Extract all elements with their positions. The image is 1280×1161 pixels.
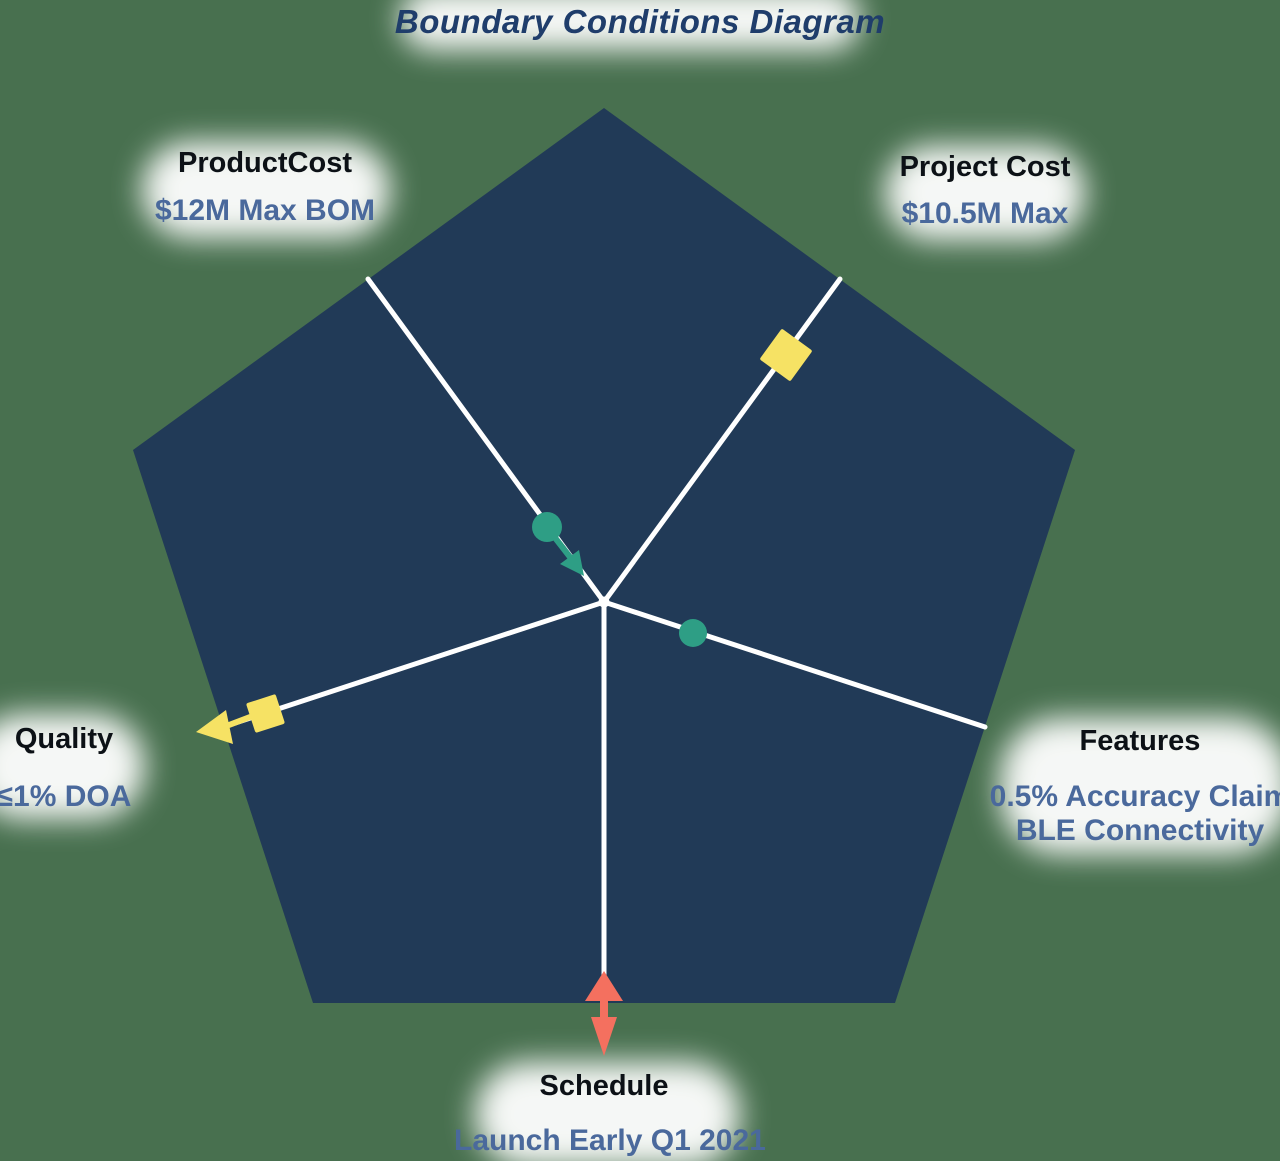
axis-label-project-cost: Project Cost $10.5M Max — [850, 150, 1120, 231]
title-halo — [400, 0, 860, 50]
yellow-square-marker-project-cost — [760, 329, 812, 381]
red-arrow-down-head-icon — [591, 1017, 617, 1056]
pentagon-shape — [133, 108, 1075, 1003]
product-cost-value: $12M Max BOM — [154, 194, 376, 227]
features-label: Features — [1079, 725, 1201, 757]
teal-circle-marker-features — [679, 619, 707, 647]
axis-line-project-cost — [601, 276, 843, 605]
schedule-label: Schedule — [539, 1070, 669, 1102]
yellow-arrow-stem — [226, 714, 253, 728]
features-value-1: 0.5% Accuracy Claim — [989, 780, 1280, 813]
project-cost-label-halo — [885, 146, 1085, 240]
axis-label-features: Features 0.5% Accuracy Claim BLE Connect… — [987, 724, 1280, 848]
schedule-value: Launch Early Q1 2021 — [454, 1124, 766, 1157]
quality-label-halo — [0, 714, 145, 819]
teal-arrow-head-icon — [560, 550, 584, 576]
schedule-label-halo — [475, 1062, 740, 1161]
red-arrow-up-head-icon — [585, 971, 623, 1001]
yellow-square-marker-quality — [246, 694, 285, 733]
teal-arrow-stem — [553, 536, 573, 560]
axis-label-quality: Quality ≤1% DOA — [0, 722, 142, 814]
product-cost-label-halo — [142, 142, 390, 238]
features-value-2: BLE Connectivity — [1015, 814, 1265, 847]
quality-value: ≤1% DOA — [0, 780, 132, 813]
project-cost-value: $10.5M Max — [901, 197, 1069, 230]
page-title: Boundary Conditions Diagram — [394, 3, 886, 40]
axis-label-product-cost: ProductCost $12M Max BOM — [115, 146, 415, 228]
axis-label-schedule: Schedule Launch Early Q1 2021 — [454, 1069, 766, 1158]
quality-label: Quality — [14, 723, 114, 755]
project-cost-label: Project Cost — [899, 151, 1071, 183]
features-label-halo — [1000, 718, 1280, 854]
yellow-arrow-head-icon — [196, 710, 233, 744]
product-cost-label: ProductCost — [178, 147, 352, 179]
teal-circle-marker-product-cost — [532, 512, 562, 542]
center-dot — [598, 596, 610, 608]
axis-line-features — [601, 599, 988, 730]
axis-line-quality — [220, 599, 607, 730]
